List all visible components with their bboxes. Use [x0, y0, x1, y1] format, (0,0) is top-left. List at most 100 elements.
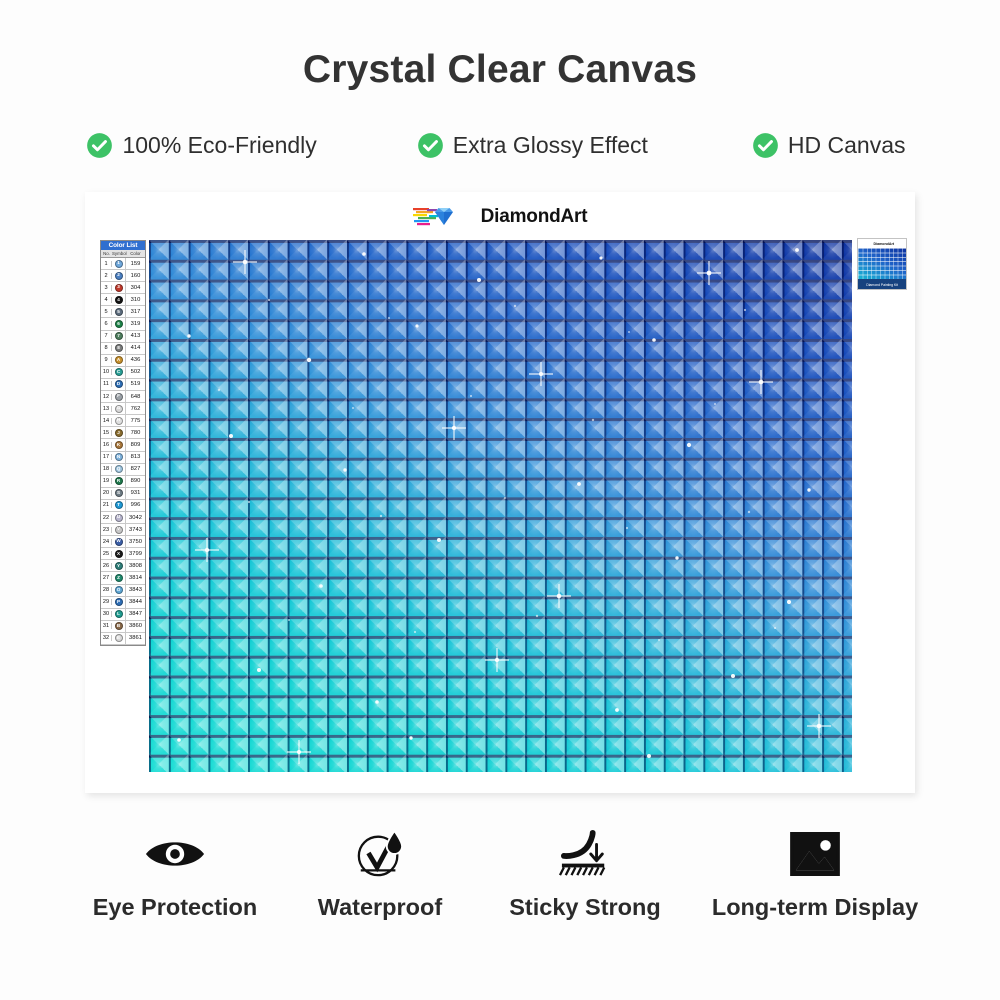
table-row: 14 H 775 — [101, 415, 145, 428]
symbol-swatch-icon: S — [114, 489, 123, 498]
symbol-swatch-icon: X — [114, 549, 123, 558]
color-row-code: 890 — [130, 478, 141, 485]
benefit-label: Waterproof — [317, 894, 443, 920]
table-row: 2 2 160 — [101, 270, 145, 283]
thumbnail-artwork — [858, 248, 906, 279]
table-row: 31 B 3860 — [101, 620, 145, 633]
table-row: 15 J 780 — [101, 427, 145, 440]
symbol-swatch-icon: E — [114, 634, 123, 643]
column-header-no: No. — [103, 251, 110, 256]
color-row-code: 3808 — [129, 562, 142, 569]
color-row-number: 19 — [101, 478, 112, 485]
feature-item-eco-friendly: 100% Eco-Friendly — [86, 132, 317, 159]
symbol-swatch-icon: U — [114, 513, 123, 522]
color-row-symbol: T — [112, 499, 126, 511]
color-row-symbol: C — [112, 366, 126, 378]
color-row-code: 3750 — [129, 538, 142, 545]
color-row-number: 22 — [101, 514, 112, 521]
table-row: 19 R 890 — [101, 475, 145, 488]
feature-item-hd-canvas: HD Canvas — [752, 132, 906, 159]
product-canvas-card: DiamondArt — [85, 192, 915, 793]
color-row-number: 20 — [101, 490, 112, 497]
thumbnail-brand-name: DiamondArt — [873, 241, 895, 246]
table-row: 17 N 813 — [101, 451, 145, 464]
table-row: 1 1 159 — [101, 258, 145, 271]
color-row-code: 813 — [130, 454, 141, 461]
color-row-symbol: H — [112, 415, 126, 427]
color-row-code: 519 — [130, 381, 141, 388]
symbol-swatch-icon: K — [114, 440, 123, 449]
symbol-swatch-icon: F — [114, 392, 123, 401]
symbol-swatch-icon: T — [114, 501, 123, 510]
table-row: 25 X 3799 — [101, 548, 145, 561]
table-row: 27 Z 3814 — [101, 572, 145, 585]
color-row-code: 3814 — [129, 574, 142, 581]
symbol-swatch-icon: Q — [114, 465, 123, 474]
color-row-symbol: Z — [112, 572, 126, 584]
brand-name: DiamondArt — [480, 205, 588, 227]
color-row-code: 827 — [130, 466, 141, 473]
benefit-item-long-term-display: Long-term Display — [690, 828, 940, 921]
color-row-code: 159 — [130, 260, 141, 267]
table-row: 12 F 648 — [101, 391, 145, 404]
color-row-code: 780 — [130, 429, 141, 436]
color-row-number: 24 — [101, 538, 112, 545]
color-row-code: 3743 — [129, 526, 142, 533]
color-row-symbol: W — [112, 536, 126, 548]
color-row-number: 16 — [101, 441, 112, 448]
color-row-code: 502 — [130, 369, 141, 376]
column-header-color: Color — [130, 251, 141, 256]
color-row-number: 28 — [101, 587, 112, 594]
symbol-swatch-icon: C — [114, 368, 123, 377]
eye-icon — [70, 828, 280, 880]
symbol-swatch-icon: 4 — [114, 295, 123, 304]
thumbnail-brand: DiamondArt — [858, 239, 906, 254]
adhesive-icon — [480, 828, 690, 880]
color-row-symbol: 3 — [112, 282, 126, 294]
table-row: 7 7 413 — [101, 330, 145, 343]
table-row: 13 G 762 — [101, 403, 145, 416]
color-row-code: 931 — [130, 490, 141, 497]
color-row-symbol: 4 — [112, 294, 126, 306]
table-row: 11 D 519 — [101, 378, 145, 392]
color-row-number: 14 — [101, 417, 112, 424]
mosaic-drill-grid — [149, 240, 852, 772]
symbol-swatch-icon: B — [114, 622, 123, 631]
color-row-code: 3861 — [129, 635, 142, 642]
color-row-code: 3042 — [129, 514, 142, 521]
benefit-item-eye-protection: Eye Protection — [70, 828, 280, 921]
feature-label: Extra Glossy Effect — [452, 132, 648, 158]
symbol-swatch-icon: 7 — [114, 332, 123, 341]
color-row-symbol: 1 — [112, 258, 126, 270]
table-row: 20 S 931 — [101, 487, 145, 500]
symbol-swatch-icon: W — [114, 537, 123, 546]
color-row-number: 9 — [101, 357, 112, 364]
thumbnail-caption: Diamond Painting Kit — [858, 279, 906, 289]
table-row: 26 Y 3808 — [101, 560, 145, 573]
color-row-code: 3843 — [129, 587, 142, 594]
picture-icon — [690, 828, 940, 880]
color-row-symbol: 5 — [112, 306, 126, 318]
table-row: 4 4 310 — [101, 294, 145, 307]
mosaic-drill-highlights — [149, 240, 852, 772]
symbol-swatch-icon: 5 — [114, 307, 123, 316]
table-row: 3 3 304 — [101, 282, 145, 295]
color-row-number: 26 — [101, 562, 112, 569]
feature-list: 100% Eco-Friendly Extra Glossy Effect HD… — [0, 132, 1000, 159]
color-row-symbol: P — [112, 596, 126, 608]
symbol-swatch-icon: Z — [114, 573, 123, 582]
color-row-number: 29 — [101, 599, 112, 606]
color-row-number: 5 — [101, 308, 112, 315]
color-row-symbol: X — [112, 548, 126, 560]
color-list-header-row: No. Symbol Color — [101, 250, 145, 258]
benefit-label: Long-term Display — [711, 894, 919, 920]
color-row-symbol: E — [112, 632, 126, 644]
color-row-code: 648 — [130, 393, 141, 400]
color-row-number: 12 — [101, 393, 112, 400]
diamond-logo-icon — [412, 204, 475, 229]
color-row-symbol: K — [112, 439, 126, 451]
waterdrop-check-icon — [280, 828, 480, 880]
color-row-number: 15 — [101, 429, 112, 436]
color-row-symbol: J — [112, 427, 126, 439]
color-row-symbol: 2 — [112, 270, 126, 282]
